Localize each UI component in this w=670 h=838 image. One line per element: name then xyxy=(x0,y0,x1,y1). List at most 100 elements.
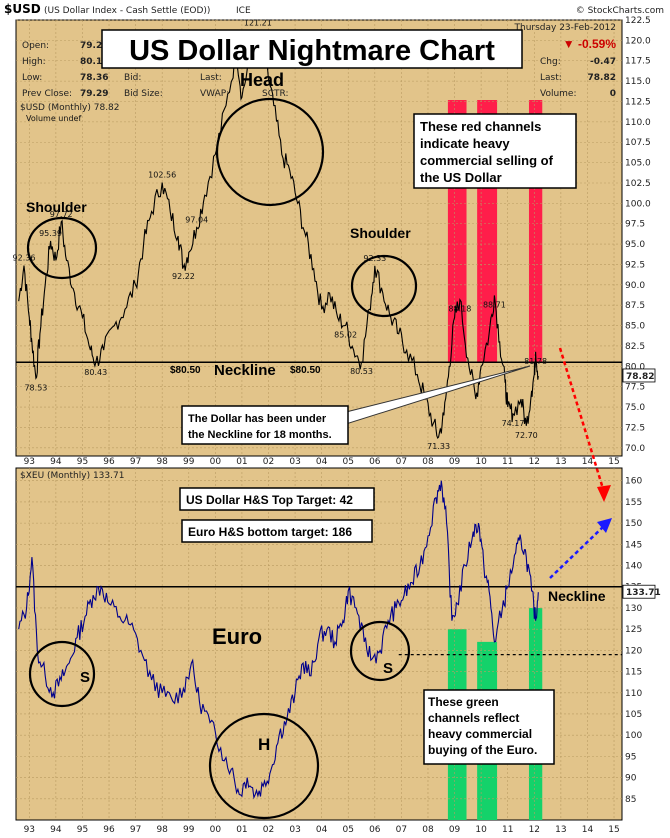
title-box xyxy=(101,29,523,69)
head-label: Head xyxy=(240,70,284,90)
usd-x-tick-5: 98 xyxy=(156,457,168,467)
symbol-text: $USD xyxy=(4,2,41,16)
chart-title: US Dollar Nightmare Chart xyxy=(129,35,495,67)
dollar-under-line-2: the Neckline for 18 months. xyxy=(188,429,332,441)
shoulder-left-circle xyxy=(26,216,98,280)
euro-x-tick-6: 99 xyxy=(183,825,195,835)
usd-x-tick-7: 00 xyxy=(210,457,222,467)
low-label: Low: xyxy=(22,73,42,83)
y-tick-8: 90.0 xyxy=(625,281,645,291)
euro-legend: $XEU (Monthly) 133.71 xyxy=(20,471,124,481)
y-tick-12: 100.0 xyxy=(625,199,651,209)
y-tick-15: 107.5 xyxy=(625,138,651,148)
data-label-5: 102.56 xyxy=(148,171,176,180)
euro-x-tick-21: 14 xyxy=(582,825,594,835)
y-tick-20: 120.0 xyxy=(625,36,651,46)
euro-x-tick-11: 04 xyxy=(316,825,328,835)
prevclose-label: Prev Close: xyxy=(22,89,72,99)
y-tick-17: 112.5 xyxy=(625,97,651,107)
y-tick-21: 122.5 xyxy=(625,16,651,26)
y-tick-1: 72.5 xyxy=(625,423,645,433)
euro-x-tick-10: 03 xyxy=(289,825,300,835)
change-pct: ▼ -0.59% xyxy=(563,37,617,51)
usd-x-tick-4: 97 xyxy=(130,457,141,467)
y-tick-5: 110 xyxy=(625,689,642,699)
red-channels-line-3: commercial selling of xyxy=(420,153,554,168)
dollar-under-line-1: The Dollar has been under xyxy=(188,413,327,425)
usd-x-tick-19: 12 xyxy=(529,457,540,467)
last2-value: 78.82 xyxy=(588,73,616,83)
low-value: 78.36 xyxy=(80,73,108,83)
euro-x-tick-14: 07 xyxy=(396,825,407,835)
dollar-under-box xyxy=(181,405,349,445)
usd-x-tick-16: 09 xyxy=(449,457,461,467)
y-tick-4: 80.0 xyxy=(625,362,645,372)
volume-value: 0 xyxy=(610,89,616,99)
euro-x-tick-19: 12 xyxy=(529,825,540,835)
euro-x-tick-8: 01 xyxy=(236,825,247,835)
s2-label: S xyxy=(383,660,393,677)
euro-x-tick-0: 93 xyxy=(24,825,35,835)
euro-x-tick-20: 13 xyxy=(555,825,566,835)
euro-x-tick-22: 15 xyxy=(608,825,619,835)
y-tick-2: 95 xyxy=(625,752,636,762)
data-label-11: 80.53 xyxy=(350,367,373,376)
y-tick-2: 75.0 xyxy=(625,403,645,413)
neckline-usd-label: Neckline xyxy=(214,362,276,379)
data-label-7: 97.04 xyxy=(185,215,208,224)
euro-target-box xyxy=(181,519,373,543)
usd-legend: $USD (Monthly) 78.82 xyxy=(20,103,120,113)
euro-green-channels xyxy=(447,607,543,820)
usd-x-tick-10: 03 xyxy=(289,457,300,467)
high-value: 80.1 xyxy=(80,57,102,67)
red-channels-line-4: the US Dollar xyxy=(420,170,502,185)
data-label-17: 72.70 xyxy=(515,431,538,440)
usd-x-tick-14: 07 xyxy=(396,457,407,467)
y-tick-9: 130 xyxy=(625,604,642,614)
s1-circle xyxy=(28,640,96,708)
y-tick-4: 105 xyxy=(625,710,642,720)
y-tick-14: 105.0 xyxy=(625,159,651,169)
euro-x-tick-13: 06 xyxy=(369,825,381,835)
sctr-label: SCTR: xyxy=(262,89,289,99)
usd-x-tick-13: 06 xyxy=(369,457,381,467)
open-value: 79.2 xyxy=(80,41,102,51)
bid-label: Bid: xyxy=(124,73,141,83)
usd-x-tick-11: 04 xyxy=(316,457,328,467)
high-label: High: xyxy=(22,57,46,67)
last2-label: Last: xyxy=(540,73,562,83)
y-tick-0: 70.0 xyxy=(625,444,645,454)
neckline-value-2: $80.50 xyxy=(290,365,321,376)
y-tick-3: 77.5 xyxy=(625,383,645,393)
chg-value: -0.47 xyxy=(590,57,616,67)
red-arrow-head xyxy=(597,485,611,502)
shoulder-left-label: Shoulder xyxy=(26,199,87,215)
exchange-text: ICE xyxy=(236,6,251,16)
usd-target-text: US Dollar H&S Top Target: 42 xyxy=(186,493,353,507)
volume-label: Volume: xyxy=(540,89,577,99)
red-channels-line-2: indicate heavy xyxy=(420,136,510,151)
data-label-15: 88.71 xyxy=(483,300,506,309)
euro-x-tick-18: 11 xyxy=(502,825,513,835)
y-tick-13: 102.5 xyxy=(625,179,651,189)
y-tick-0: 85 xyxy=(625,795,636,805)
h-circle xyxy=(208,712,320,820)
data-label-18: 81.78 xyxy=(524,357,547,366)
usd-x-tick-3: 96 xyxy=(103,457,115,467)
usd-last-badge xyxy=(622,368,656,383)
data-label-2: 95.39 xyxy=(39,229,62,238)
shoulder-right-label: Shoulder xyxy=(350,225,411,241)
usd-x-tick-18: 11 xyxy=(502,457,513,467)
y-tick-13: 150 xyxy=(625,519,642,529)
data-label-6: 92.22 xyxy=(172,272,195,281)
red-channels-box xyxy=(413,113,577,189)
s2-circle xyxy=(349,620,411,682)
green-channels-box xyxy=(423,689,555,765)
y-tick-7: 87.5 xyxy=(625,301,645,311)
data-label-0: 92.36 xyxy=(13,254,36,263)
head-circle xyxy=(215,97,325,207)
data-label-14: 88.18 xyxy=(448,305,471,314)
x-axis-labels: 93 94 95 96 97 98 99 00 01 02 03 04 05 06 07 08 09 10 11 12… xyxy=(24,457,620,835)
data-label-13: 71.33 xyxy=(427,442,450,451)
euro-x-tick-16: 09 xyxy=(449,825,461,835)
